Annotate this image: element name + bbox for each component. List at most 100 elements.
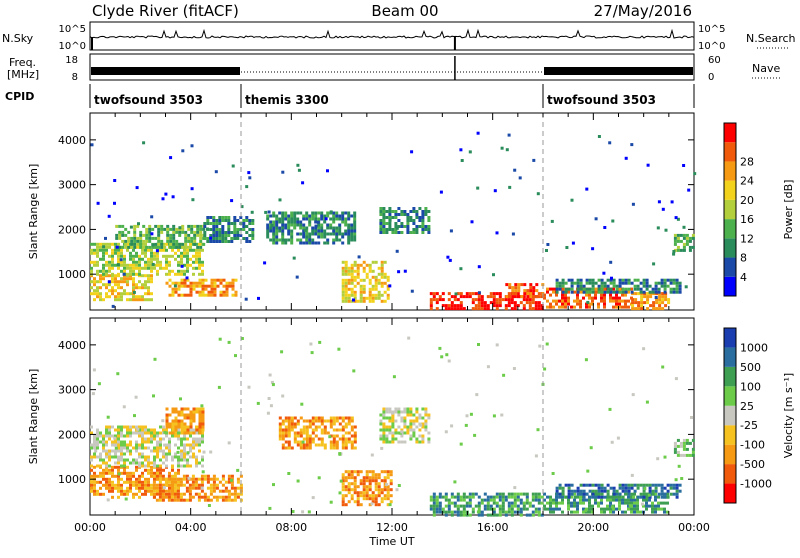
power-pixel — [154, 224, 158, 228]
velocity-pixel — [513, 498, 517, 502]
power-pixel — [661, 307, 665, 311]
power-pixel — [180, 293, 184, 297]
velocity-ytick-label-1: 2000 — [58, 428, 86, 441]
velocity-pixel — [549, 510, 552, 514]
power-pixel — [341, 281, 345, 285]
power-scatter-point — [454, 292, 458, 296]
power-pixel — [347, 272, 351, 276]
power-pixel — [178, 227, 182, 231]
power-pixel — [120, 263, 123, 267]
power-colorbar-swatch-6 — [724, 161, 736, 181]
velocity-pixel — [165, 434, 168, 438]
power-pixel — [385, 216, 389, 219]
velocity-pixel — [141, 464, 144, 468]
power-pixel — [585, 278, 589, 282]
power-pixel — [347, 299, 351, 303]
power-pixel — [160, 239, 164, 243]
velocity-pixel — [302, 437, 306, 441]
power-pixel — [474, 298, 478, 302]
power-pixel — [492, 304, 496, 308]
velocity-pixel — [486, 501, 490, 505]
power-pixel — [299, 220, 303, 224]
power-pixel — [400, 231, 404, 234]
velocity-pixel — [558, 492, 562, 496]
power-pixel — [177, 269, 180, 273]
power-pixel — [531, 307, 535, 311]
velocity-pixel — [287, 425, 291, 429]
velocity-pixel — [278, 434, 282, 438]
velocity-pixel — [329, 440, 333, 444]
velocity-pixel — [138, 474, 141, 478]
power-pixel — [169, 233, 173, 237]
power-pixel — [350, 214, 354, 218]
power-pixel — [528, 307, 532, 311]
velocity-pixel — [409, 437, 413, 441]
power-pixel — [388, 228, 392, 231]
velocity-pixel — [480, 498, 484, 502]
velocity-pixel — [382, 437, 386, 441]
velocity-pixel — [281, 434, 285, 438]
velocity-pixel — [409, 422, 413, 426]
power-pixel — [171, 248, 174, 252]
velocity-pixel — [365, 494, 369, 498]
power-pixel — [201, 248, 204, 252]
velocity-pixel — [120, 492, 123, 496]
velocity-pixel — [486, 507, 490, 511]
power-pixel — [203, 231, 207, 234]
velocity-pixel — [377, 494, 381, 498]
power-pixel — [93, 251, 96, 255]
velocity-scatter-point — [586, 469, 590, 473]
power-pixel — [532, 289, 536, 293]
power-scatter-point — [459, 267, 463, 271]
velocity-pixel — [111, 489, 114, 493]
power-scatter-point — [459, 148, 463, 152]
velocity-pixel — [111, 434, 114, 438]
velocity-pixel — [600, 492, 604, 496]
power-pixel — [221, 216, 225, 219]
velocity-pixel — [341, 488, 345, 492]
velocity-pixel — [284, 425, 288, 429]
velocity-pixel — [93, 437, 96, 441]
power-pixel — [132, 260, 135, 264]
velocity-pixel — [573, 498, 576, 502]
velocity-pixel — [350, 482, 354, 486]
velocity-pixel — [543, 492, 546, 496]
velocity-xtick-label-6: 00:00 — [678, 521, 710, 534]
power-pixel — [516, 304, 520, 308]
power-pixel — [199, 239, 203, 243]
velocity-pixel — [374, 503, 378, 507]
power-scatter-point — [115, 245, 119, 249]
velocity-pixel — [156, 452, 159, 456]
velocity-pixel — [421, 425, 425, 429]
velocity-pixel — [144, 468, 147, 472]
velocity-pixel — [177, 483, 180, 487]
velocity-pixel — [180, 407, 184, 411]
velocity-colorbar-swatch-1 — [724, 464, 736, 484]
velocity-pixel — [114, 449, 117, 453]
power-pixel — [368, 293, 372, 297]
power-pixel — [105, 263, 108, 267]
velocity-ytick-label-0: 1000 — [58, 473, 86, 486]
power-pixel — [453, 298, 457, 302]
velocity-pixel — [636, 510, 639, 514]
power-pixel — [477, 301, 481, 305]
velocity-pixel — [123, 443, 126, 447]
velocity-scatter-point — [227, 441, 231, 445]
power-pixel — [198, 293, 202, 297]
power-pixel — [421, 231, 425, 234]
power-scatter-point — [137, 222, 140, 226]
power-pixel — [305, 241, 309, 245]
power-pixel — [278, 226, 282, 230]
power-pixel — [480, 301, 484, 305]
velocity-pixel — [403, 440, 407, 444]
velocity-pixel — [591, 510, 594, 514]
velocity-pixel — [287, 443, 291, 447]
power-pixel — [525, 301, 529, 305]
power-scatter-point — [446, 255, 450, 259]
power-pixel — [278, 238, 282, 242]
velocity-pixel — [93, 452, 96, 456]
velocity-pixel — [663, 507, 666, 511]
velocity-pixel — [567, 501, 570, 505]
velocity-pixel — [198, 449, 201, 453]
power-pixel — [90, 280, 93, 284]
